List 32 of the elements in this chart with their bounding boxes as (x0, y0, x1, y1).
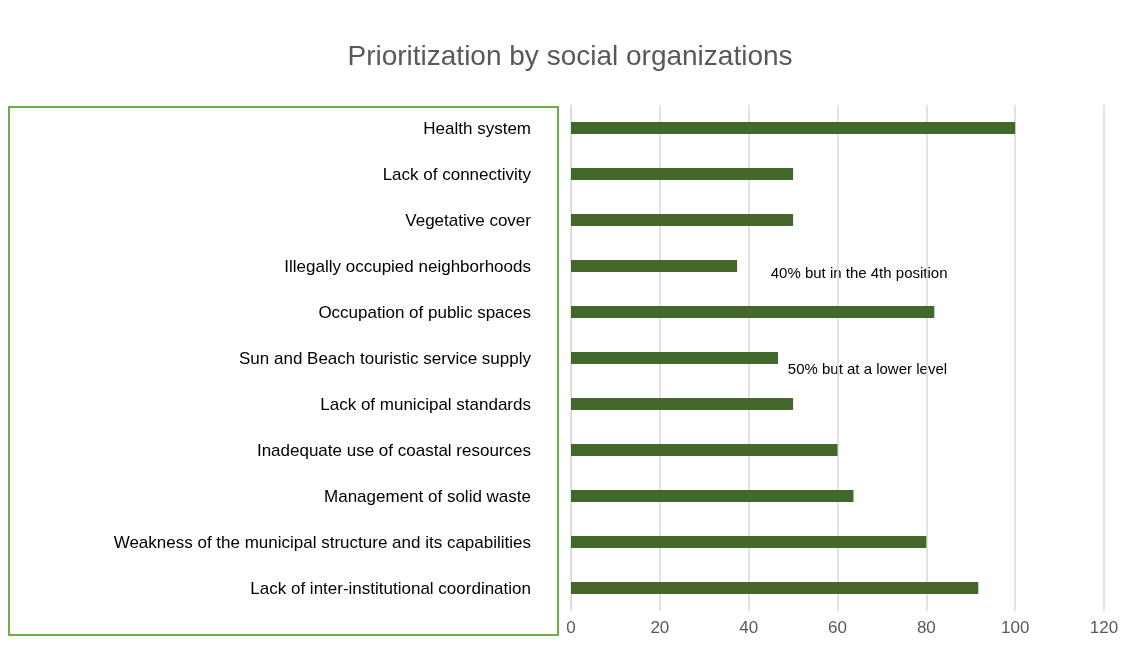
y-tick-label: Sun and Beach touristic service supply (239, 348, 532, 368)
bar (571, 352, 778, 364)
bar (571, 214, 794, 226)
bar (571, 122, 1016, 134)
x-tick-label: 20 (650, 618, 670, 637)
bar (571, 444, 838, 456)
bar (571, 260, 738, 272)
chart-title: Prioritization by social organizations (347, 39, 793, 71)
bar (571, 536, 927, 548)
annotation: 40% but in the 4th position (770, 263, 948, 281)
y-tick-label: Vegetative cover (405, 210, 532, 230)
bar (571, 168, 794, 180)
x-tick-label: 100 (1000, 618, 1030, 637)
bar (571, 490, 854, 502)
bar (571, 306, 935, 318)
y-tick-label: Lack of inter-institutional coordination (250, 578, 531, 598)
x-tick-label: 40 (739, 618, 759, 637)
bar (571, 398, 794, 410)
annotation: 50% but at a lower level (787, 360, 948, 378)
y-tick-label: Lack of municipal standards (320, 394, 531, 414)
y-tick-label: Management of solid waste (324, 486, 531, 506)
x-tick-label: 80 (916, 618, 936, 637)
x-tick-label: 120 (1089, 618, 1119, 637)
y-tick-label: Inadequate use of coastal resources (256, 440, 531, 460)
y-tick-label: Weakness of the municipal structure and its capabilities (113, 532, 531, 552)
x-tick-label: 0 (566, 618, 576, 637)
y-tick-label: Lack of connectivity (382, 164, 532, 184)
y-tick-label: Illegally occupied neighborhoods (284, 256, 531, 276)
bar (571, 582, 979, 594)
y-tick-label: Health system (423, 118, 531, 138)
y-tick-label: Occupation of public spaces (318, 302, 531, 322)
x-tick-label: 60 (828, 618, 847, 637)
